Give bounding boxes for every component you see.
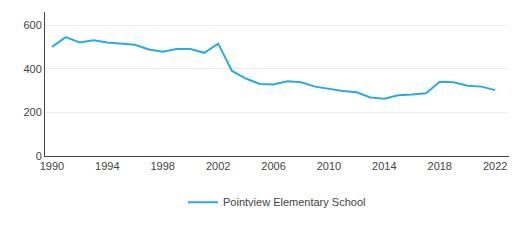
svg-text:2014: 2014 — [372, 160, 396, 172]
svg-text:1998: 1998 — [150, 160, 174, 172]
svg-text:1994: 1994 — [95, 160, 119, 172]
svg-text:0: 0 — [36, 150, 42, 162]
svg-text:Pointview Elementary School: Pointview Elementary School — [223, 196, 365, 208]
svg-text:2018: 2018 — [428, 160, 452, 172]
svg-text:1990: 1990 — [40, 160, 64, 172]
svg-text:600: 600 — [23, 19, 41, 31]
svg-text:2022: 2022 — [483, 160, 507, 172]
svg-text:2006: 2006 — [261, 160, 285, 172]
svg-text:2010: 2010 — [317, 160, 341, 172]
svg-text:2002: 2002 — [206, 160, 230, 172]
svg-text:400: 400 — [23, 63, 41, 75]
svg-text:200: 200 — [23, 106, 41, 118]
